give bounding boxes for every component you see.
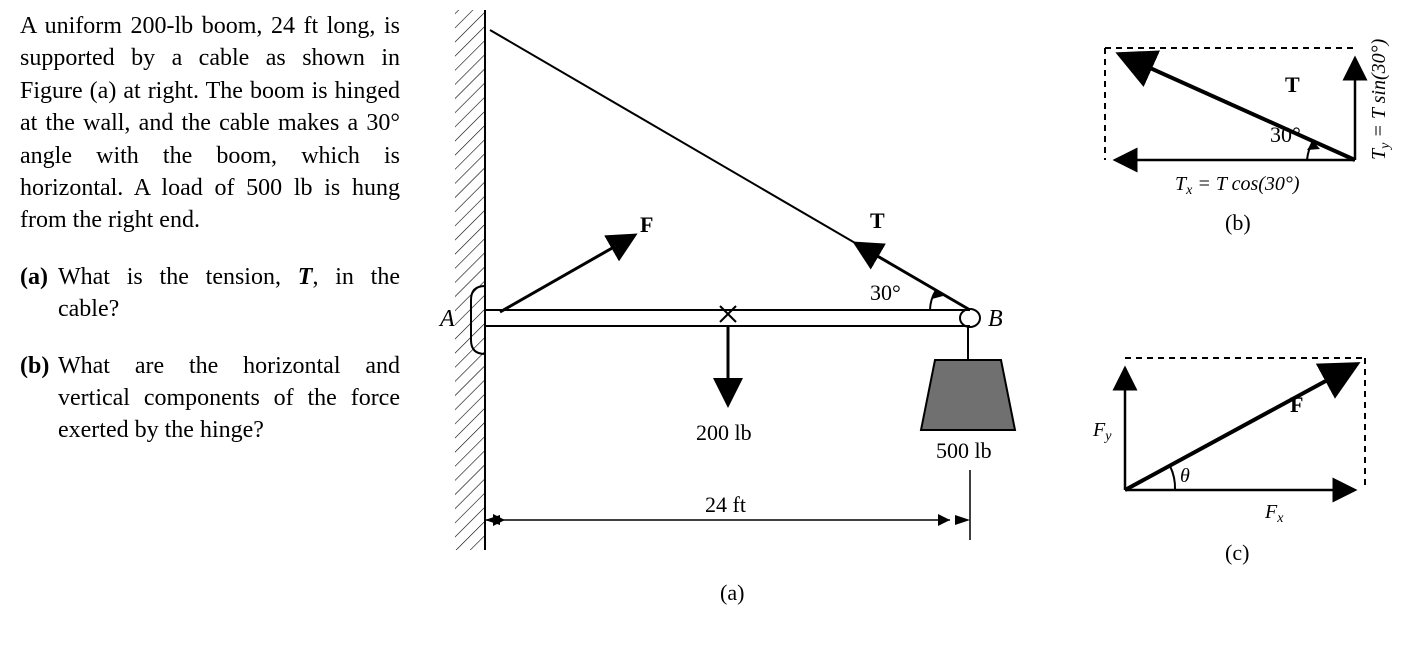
Tx-label: Tx = T cos(30°) <box>1175 173 1300 198</box>
load-weight-label: 500 lb <box>936 438 992 463</box>
figure-b: T 30° Tx = T cos(30°) Ty = T sin(30°) (b… <box>1075 30 1405 250</box>
figure-b-caption: (b) <box>1225 210 1251 235</box>
problem-statement: A uniform 200-lb boom, 24 ft long, is su… <box>20 10 400 237</box>
point-B-label: B <box>988 306 1003 332</box>
com-marker <box>720 306 736 322</box>
problem-column: A uniform 200-lb boom, 24 ft long, is su… <box>20 10 420 639</box>
load-block <box>921 360 1015 430</box>
boom-end-cap <box>960 309 980 327</box>
angle-label-b: 30° <box>1270 122 1301 147</box>
tension-label: T <box>870 208 885 233</box>
wall-hatching <box>455 10 485 550</box>
figure-a: T 30° F 200 lb 500 lb 24 ft A B (a) <box>430 10 1030 630</box>
question-a-text: What is the tension, T, in the cable? <box>58 261 400 326</box>
dim-arrow-right <box>955 515 970 525</box>
figure-c: θ F Fx Fy (c) <box>1075 330 1395 590</box>
F-label-c: F <box>1290 392 1303 417</box>
figure-a-caption: (a) <box>720 580 744 605</box>
hinge-force-arrow <box>500 235 635 312</box>
Fy-label: Fy <box>1092 419 1112 444</box>
point-A-label: A <box>438 306 455 332</box>
dim-arrow-left <box>485 515 500 525</box>
figure-c-caption: (c) <box>1225 540 1249 565</box>
question-a: (a) What is the tension, T, in the cable… <box>20 261 400 326</box>
question-a-label: (a) <box>20 261 58 326</box>
dim-text-24ft: 24 ft <box>705 492 746 517</box>
question-b-label: (b) <box>20 350 58 447</box>
question-b-text: What are the horizontal and vertical com… <box>58 350 400 447</box>
figures-area: T 30° F 200 lb 500 lb 24 ft A B (a) <box>420 10 1405 639</box>
T-vector <box>1119 54 1355 160</box>
Ty-label: Ty = T sin(30°) <box>1368 38 1393 160</box>
question-b: (b) What are the horizontal and vertical… <box>20 350 400 447</box>
arc-c <box>1170 466 1175 490</box>
hinge-force-label: F <box>640 212 653 237</box>
T-label-b: T <box>1285 72 1300 97</box>
angle-label-a: 30° <box>870 280 901 305</box>
theta-label: θ <box>1180 465 1190 487</box>
Fx-label: Fx <box>1264 501 1284 526</box>
F-vector <box>1125 364 1357 490</box>
boom-weight-label: 200 lb <box>696 420 752 445</box>
